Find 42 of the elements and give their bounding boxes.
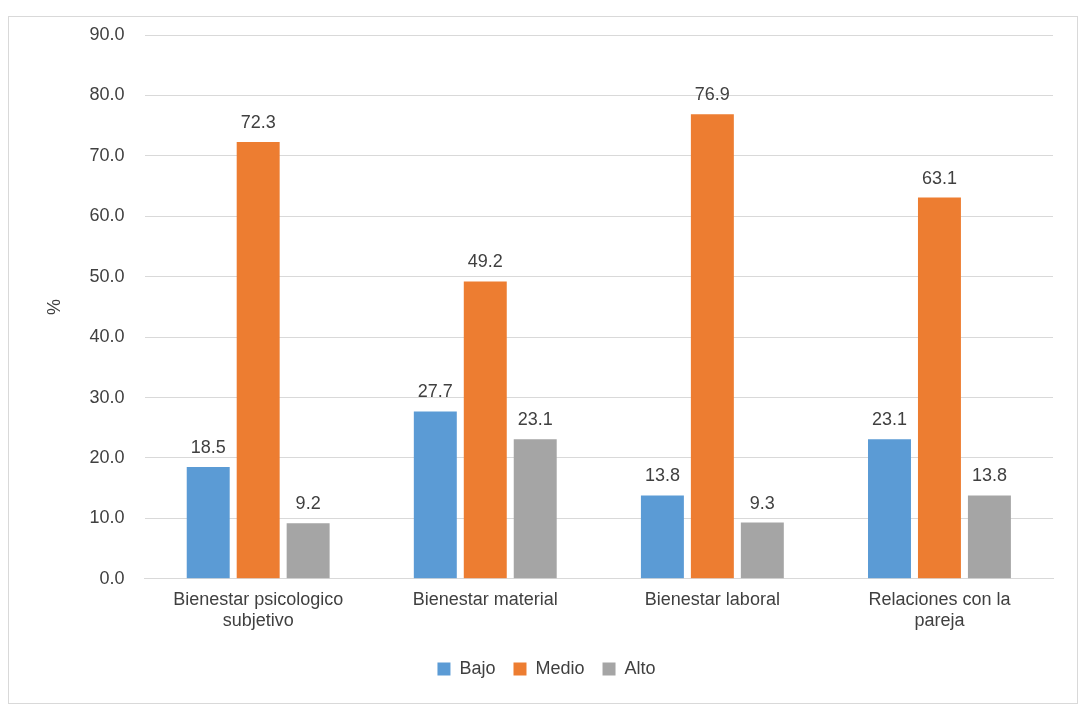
bar bbox=[186, 467, 230, 579]
y-tick-label: 0.0 bbox=[99, 567, 125, 588]
y-tick-label: 70.0 bbox=[89, 144, 125, 165]
bar bbox=[917, 197, 961, 579]
data-label: 9.3 bbox=[749, 492, 775, 513]
bar bbox=[690, 114, 734, 579]
y-tick-label: 40.0 bbox=[89, 326, 125, 347]
y-tick-label: 20.0 bbox=[89, 446, 125, 467]
data-label: 23.1 bbox=[517, 409, 553, 430]
bar bbox=[286, 523, 330, 579]
bar bbox=[236, 141, 280, 579]
x-tick-label: Bienestar psicologico subjetivo bbox=[173, 588, 344, 631]
data-label: 23.1 bbox=[871, 409, 908, 430]
data-label: 13.8 bbox=[971, 465, 1007, 486]
data-label: 72.3 bbox=[240, 111, 276, 132]
data-label: 63.1 bbox=[921, 167, 957, 188]
bar bbox=[740, 522, 784, 579]
bar bbox=[413, 411, 457, 579]
x-tick-label: Bienestar laboral bbox=[644, 588, 780, 609]
data-label: 27.7 bbox=[417, 381, 453, 402]
y-tick-label: 10.0 bbox=[89, 507, 125, 528]
data-label: 76.9 bbox=[694, 84, 730, 105]
bar bbox=[640, 495, 684, 579]
y-axis-title: % bbox=[43, 298, 64, 315]
y-tick-label: 50.0 bbox=[89, 265, 125, 286]
x-tick-label: Relaciones con la pareja bbox=[868, 588, 1012, 631]
bar bbox=[463, 281, 507, 579]
data-label: 18.5 bbox=[190, 436, 226, 457]
data-label: 13.8 bbox=[644, 465, 680, 486]
legend-label: Alto bbox=[624, 657, 656, 678]
y-tick-label: 60.0 bbox=[89, 205, 125, 226]
bar bbox=[868, 439, 911, 579]
y-tick-label: 80.0 bbox=[89, 84, 125, 105]
y-tick-label: 30.0 bbox=[89, 386, 125, 407]
bar bbox=[513, 439, 557, 579]
legend-label: Bajo bbox=[459, 657, 496, 678]
data-label: 9.2 bbox=[295, 493, 321, 514]
x-tick-label: Bienestar material bbox=[412, 588, 558, 609]
y-tick-label: 90.0 bbox=[89, 23, 125, 44]
bar bbox=[967, 495, 1011, 579]
legend-label: Medio bbox=[535, 657, 585, 678]
data-label: 49.2 bbox=[467, 251, 503, 272]
